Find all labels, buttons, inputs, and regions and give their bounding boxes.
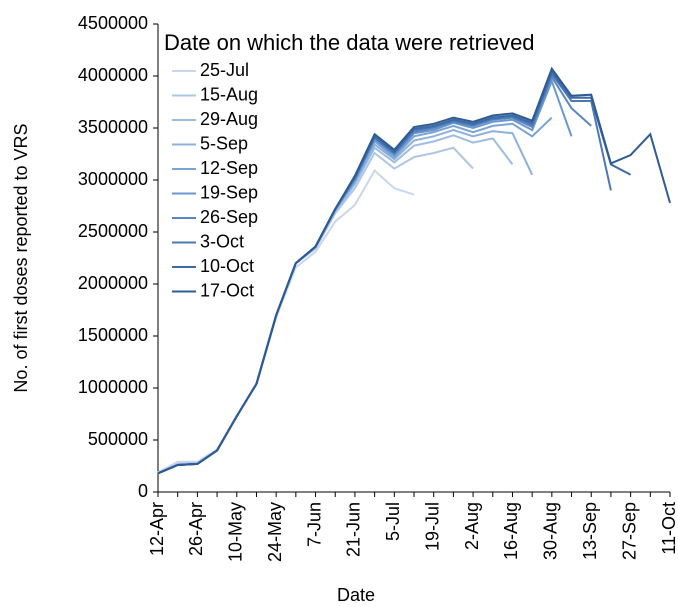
y-tick-label: 1000000	[78, 377, 148, 397]
legend-title: Date on which the data were retrieved	[164, 30, 535, 55]
legend-label: 12-Sep	[200, 158, 258, 178]
x-tick-label: 13-Sep	[580, 502, 600, 560]
y-tick-label: 3500000	[78, 117, 148, 137]
series-line	[157, 66, 671, 475]
legend-label: 5-Sep	[200, 133, 248, 153]
y-axis-label: No. of first doses reported to VRS	[11, 123, 31, 392]
legend-label: 19-Sep	[200, 182, 258, 202]
legend-label: 17-Oct	[200, 280, 254, 300]
x-tick-label: 7-Jun	[304, 502, 324, 547]
x-tick-label: 30-Aug	[541, 502, 561, 560]
x-axis-label: Date	[337, 585, 375, 605]
y-tick-label: 500000	[88, 429, 148, 449]
x-tick-label: 16-Aug	[501, 502, 521, 560]
x-tick-label: 24-May	[265, 502, 285, 562]
y-tick-label: 1500000	[78, 325, 148, 345]
x-tick-label: 5-Jul	[383, 502, 403, 541]
legend-label: 15-Aug	[200, 84, 258, 104]
x-tick-label: 27-Sep	[619, 502, 639, 560]
legend-label: 25-Jul	[200, 60, 249, 80]
legend-label: 29-Aug	[200, 109, 258, 129]
series-line	[157, 169, 415, 474]
x-tick-label: 10-May	[226, 502, 246, 562]
x-tick-label: 19-Jul	[422, 502, 442, 551]
x-tick-label: 11-Oct	[659, 502, 678, 555]
y-tick-label: 3000000	[78, 169, 148, 189]
y-tick-label: 2500000	[78, 221, 148, 241]
legend-label: 3-Oct	[200, 231, 244, 251]
x-tick-label: 2-Aug	[462, 502, 482, 550]
y-tick-label: 0	[138, 481, 148, 501]
x-tick-label: 12-Apr	[147, 502, 167, 556]
legend-label: 26-Sep	[200, 207, 258, 227]
y-tick-label: 4500000	[78, 13, 148, 33]
x-tick-label: 26-Apr	[186, 502, 206, 556]
y-tick-label: 2000000	[78, 273, 148, 293]
x-tick-label: 21-Jun	[344, 502, 364, 557]
legend-label: 10-Oct	[200, 256, 254, 276]
y-tick-label: 4000000	[78, 65, 148, 85]
